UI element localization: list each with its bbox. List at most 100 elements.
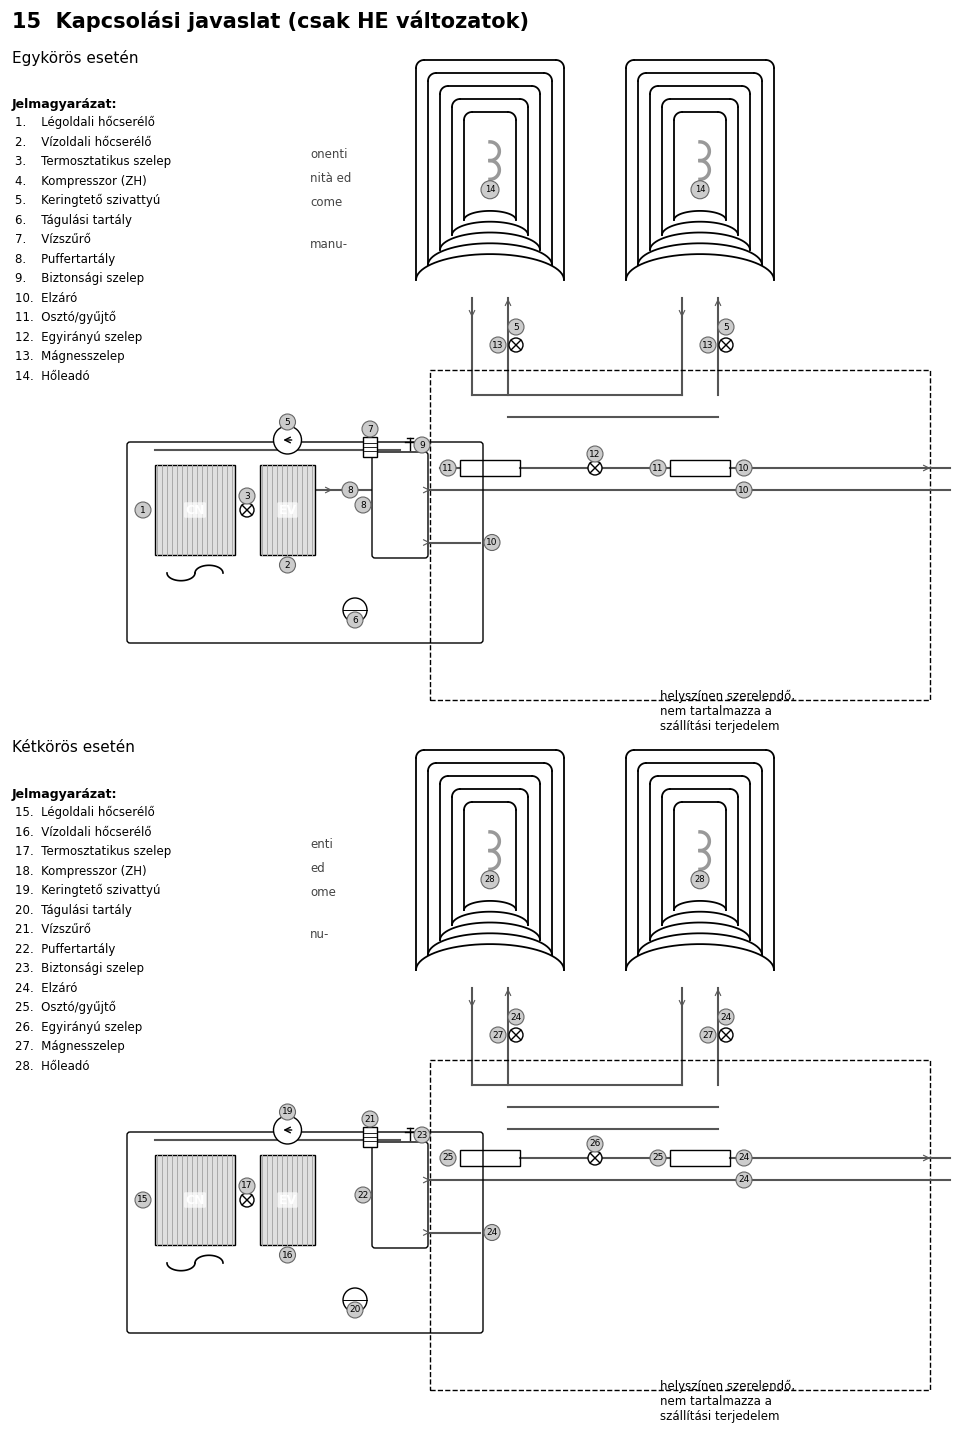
Text: 1.    Légoldali hőcserélő: 1. Légoldali hőcserélő	[15, 116, 155, 129]
Text: 23: 23	[417, 1131, 428, 1139]
Text: 3.    Termosztatikus szelep: 3. Termosztatikus szelep	[15, 156, 171, 167]
Circle shape	[279, 557, 296, 573]
Text: Kétkörös esetén: Kétkörös esetén	[12, 741, 134, 755]
Circle shape	[362, 1112, 378, 1128]
Circle shape	[508, 319, 524, 335]
Text: 20.  Tágulási tartály: 20. Tágulási tartály	[15, 904, 132, 917]
Text: 27: 27	[492, 1030, 504, 1039]
Circle shape	[509, 338, 523, 352]
Circle shape	[481, 870, 499, 889]
Text: 7: 7	[367, 425, 372, 434]
Text: 24: 24	[511, 1013, 521, 1021]
Text: 8: 8	[348, 486, 353, 495]
Text: 15.  Légoldali hőcserélő: 15. Légoldali hőcserélő	[15, 806, 155, 819]
Circle shape	[490, 1027, 506, 1043]
Circle shape	[481, 180, 499, 199]
Circle shape	[691, 870, 709, 889]
Text: CN: CN	[185, 503, 204, 517]
Text: 8: 8	[360, 501, 366, 509]
Circle shape	[650, 1149, 666, 1165]
Circle shape	[700, 338, 716, 354]
Circle shape	[240, 503, 254, 517]
Text: CN: CN	[185, 1193, 204, 1206]
Circle shape	[279, 415, 296, 431]
Text: 19.  Keringtető szivattyú: 19. Keringtető szivattyú	[15, 885, 160, 898]
Text: 10: 10	[487, 538, 497, 547]
Text: 16: 16	[281, 1250, 293, 1260]
Text: 25.  Osztó/gyűjtő: 25. Osztó/gyűjtő	[15, 1001, 116, 1014]
Circle shape	[719, 1029, 733, 1042]
Circle shape	[274, 1116, 301, 1144]
Text: 24.  Elzáró: 24. Elzáró	[15, 982, 78, 995]
Text: 23.  Biztonsági szelep: 23. Biztonsági szelep	[15, 962, 144, 975]
Circle shape	[135, 502, 151, 518]
FancyBboxPatch shape	[260, 466, 315, 554]
Text: 6.    Tágulási tartály: 6. Tágulási tartály	[15, 214, 132, 227]
Text: 20: 20	[349, 1305, 361, 1314]
Text: 27.  Mágnesszelep: 27. Mágnesszelep	[15, 1040, 125, 1053]
Text: 17: 17	[241, 1181, 252, 1190]
Text: 18.  Kompresszor (ZH): 18. Kompresszor (ZH)	[15, 864, 147, 877]
Text: Jelmagyarázat:: Jelmagyarázat:	[12, 97, 117, 111]
Circle shape	[718, 1008, 734, 1024]
Circle shape	[239, 1179, 255, 1195]
Text: 21.  Vízszűrő: 21. Vízszűrő	[15, 922, 91, 936]
Circle shape	[279, 1104, 296, 1120]
Text: ome: ome	[310, 886, 336, 899]
Circle shape	[736, 1149, 752, 1165]
Text: 10: 10	[738, 486, 750, 495]
Text: enti: enti	[310, 838, 333, 851]
Text: 4.    Kompresszor (ZH): 4. Kompresszor (ZH)	[15, 175, 147, 188]
Text: 19: 19	[281, 1107, 293, 1116]
Text: helyszínen szerelendő,
nem tartalmazza a
szállítási terjedelem: helyszínen szerelendő, nem tartalmazza a…	[660, 1379, 795, 1423]
Text: onenti: onenti	[310, 148, 348, 162]
FancyBboxPatch shape	[155, 466, 235, 554]
Text: 9: 9	[420, 441, 425, 450]
Text: 11: 11	[443, 464, 454, 473]
Circle shape	[355, 1187, 371, 1203]
Circle shape	[650, 460, 666, 476]
FancyBboxPatch shape	[260, 1155, 315, 1245]
Circle shape	[440, 1149, 456, 1165]
Text: 14: 14	[485, 185, 495, 195]
Circle shape	[414, 436, 430, 453]
Text: 28.  Hőleadó: 28. Hőleadó	[15, 1059, 89, 1072]
Text: 24: 24	[487, 1228, 497, 1237]
Circle shape	[509, 1029, 523, 1042]
Circle shape	[343, 598, 367, 621]
Text: 13: 13	[492, 340, 504, 349]
Text: 11.  Osztó/gyűjtő: 11. Osztó/gyűjtő	[15, 311, 116, 324]
Circle shape	[347, 613, 363, 629]
Text: 2: 2	[285, 560, 290, 569]
Circle shape	[736, 460, 752, 476]
Text: manu-: manu-	[310, 239, 348, 252]
FancyBboxPatch shape	[155, 1155, 235, 1245]
Text: 14: 14	[695, 185, 706, 195]
Circle shape	[700, 1027, 716, 1043]
Text: 28: 28	[695, 876, 706, 885]
Text: 24: 24	[738, 1154, 750, 1163]
Circle shape	[587, 447, 603, 463]
Text: 5: 5	[284, 418, 290, 426]
Text: EV: EV	[278, 503, 297, 517]
Circle shape	[279, 1247, 296, 1263]
Circle shape	[240, 1193, 254, 1208]
Text: helyszínen szerelendő,
nem tartalmazza a
szállítási terjedelem: helyszínen szerelendő, nem tartalmazza a…	[660, 690, 795, 733]
Circle shape	[484, 534, 500, 550]
Text: 17.  Termosztatikus szelep: 17. Termosztatikus szelep	[15, 845, 171, 858]
Text: 15  Kapcsolási javaslat (csak HE változatok): 15 Kapcsolási javaslat (csak HE változat…	[12, 10, 529, 32]
Text: 26.  Egyirányú szelep: 26. Egyirányú szelep	[15, 1020, 142, 1033]
Text: ed: ed	[310, 861, 324, 874]
Text: 13: 13	[703, 340, 713, 349]
Circle shape	[362, 420, 378, 436]
Circle shape	[484, 1225, 500, 1241]
FancyBboxPatch shape	[363, 1128, 377, 1147]
Text: 11: 11	[652, 464, 663, 473]
Text: 8.    Puffertartály: 8. Puffertartály	[15, 253, 115, 265]
Circle shape	[440, 460, 456, 476]
Text: nità ed: nità ed	[310, 172, 351, 185]
Text: 14.  Hőleadó: 14. Hőleadó	[15, 370, 89, 383]
Text: 3: 3	[244, 492, 250, 501]
Text: 9.    Biztonsági szelep: 9. Biztonsági szelep	[15, 272, 144, 285]
Text: Jelmagyarázat:: Jelmagyarázat:	[12, 789, 117, 802]
